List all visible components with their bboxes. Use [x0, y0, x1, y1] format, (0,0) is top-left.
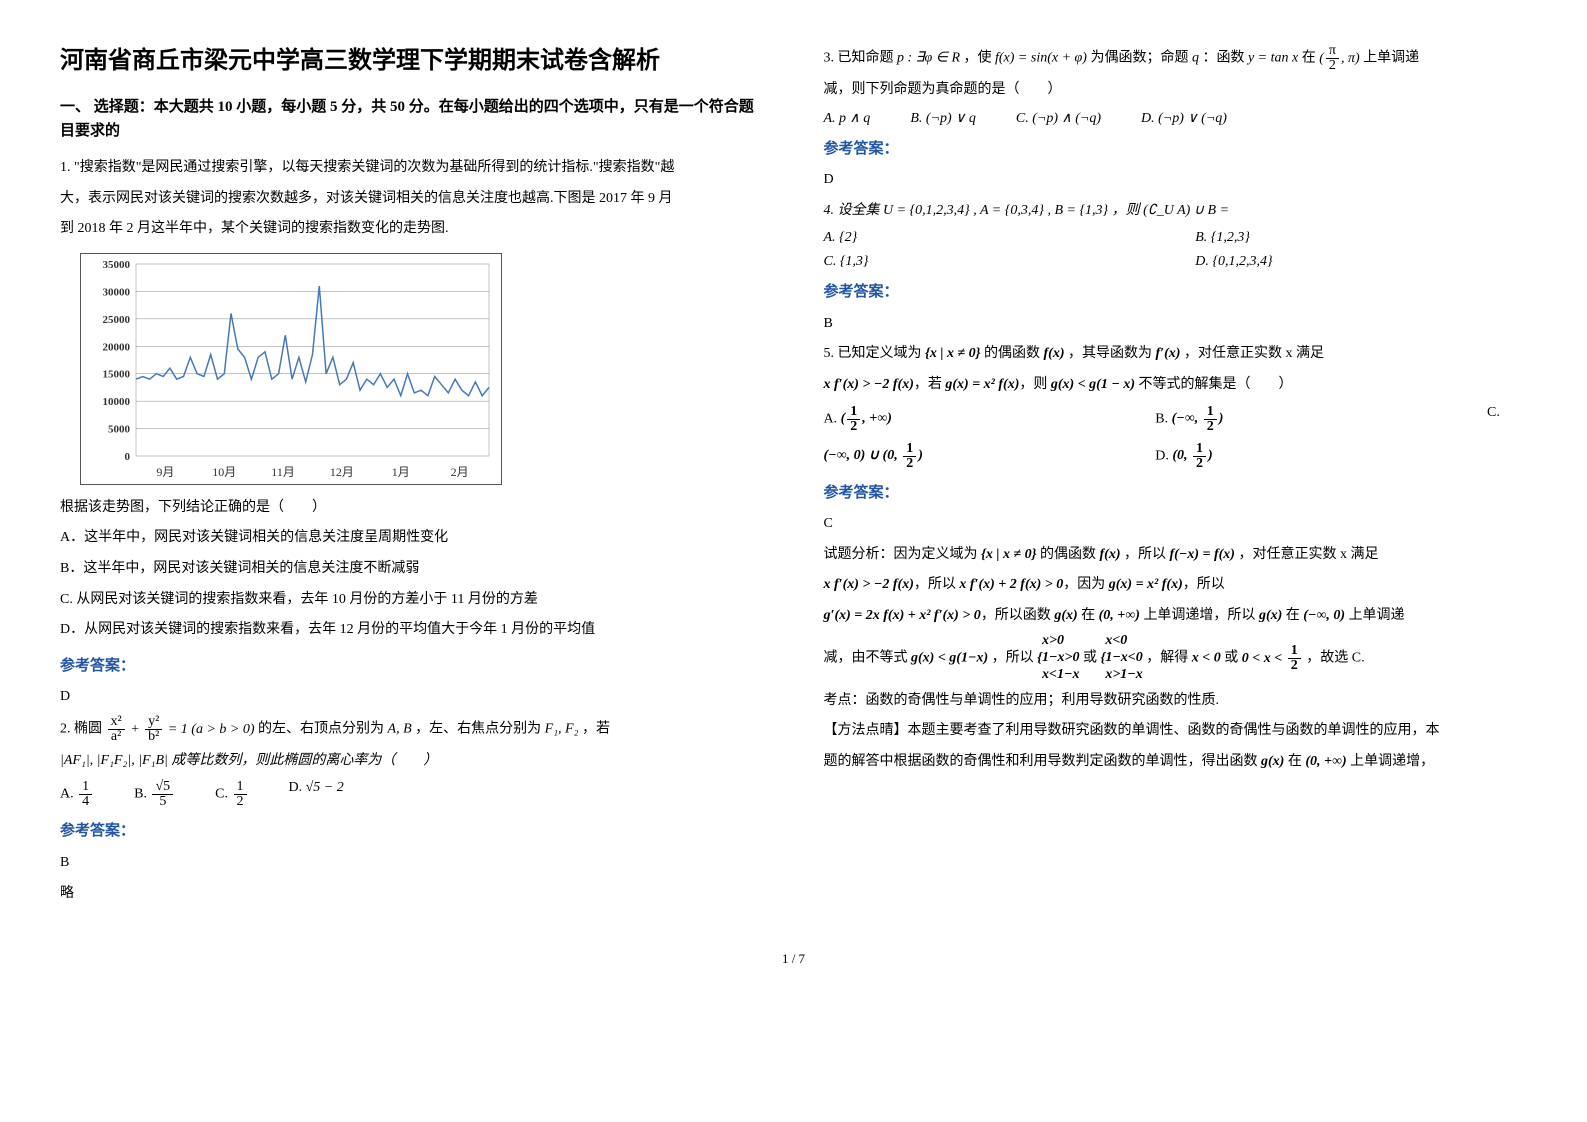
q1-optB: B．这半年中，网民对该关键词相关的信息关注度不断减弱 — [60, 556, 764, 583]
q1-answer-label: 参考答案： — [60, 652, 764, 681]
q5-answer-label: 参考答案： — [824, 479, 1528, 508]
q2-cond: |AF₁|, |F₁F₂|, |F₁B| 成等比数列，则此椭圆的离心率为（ ） — [60, 748, 764, 775]
q5-answer: C — [824, 511, 1528, 538]
svg-text:10月: 10月 — [212, 465, 236, 479]
q3-line2: 减，则下列命题为真命题的是（ ） — [824, 77, 1528, 104]
q1-answer: D — [60, 684, 764, 711]
q5-line1: 5. 已知定义域为 {x | x ≠ 0} 的偶函数 f(x) ，其导函数为 f… — [824, 341, 1528, 368]
svg-text:25000: 25000 — [103, 314, 131, 326]
svg-text:12月: 12月 — [330, 465, 354, 479]
section-heading: 一、 选择题：本大题共 10 小题，每小题 5 分，共 50 分。在每小题给出的… — [60, 95, 764, 143]
q1-post: 根据该走势图，下列结论正确的是（ ） — [60, 495, 764, 522]
q5-line2: x f′(x) > −2 f(x)，若 g(x) = x² f(x)，则 g(x… — [824, 372, 1528, 399]
q1-optA: A．这半年中，网民对该关键词相关的信息关注度呈周期性变化 — [60, 525, 764, 552]
q1-line1: 1. "搜索指数"是网民通过搜索引擎，以每天搜索关键词的次数为基础所得到的统计指… — [60, 155, 764, 182]
q1-optD: D．从网民对该关键词的搜索指数来看，去年 12 月份的平均值大于今年 1 月份的… — [60, 617, 764, 644]
q5-expl4: 减，由不等式 g(x) < g(1−x) ，所以 {x>01−x>0x<1−x … — [824, 633, 1528, 683]
q3-stem: 3. 已知命题 p : ∃φ ∈ R ，使 f(x) = sin(x + φ) … — [824, 44, 1528, 73]
q5-expl2: x f′(x) > −2 f(x)，所以 x f′(x) + 2 f(x) > … — [824, 572, 1528, 599]
svg-text:20000: 20000 — [103, 341, 131, 353]
q4-stem: 4. 设全集 U = {0,1,2,3,4} , A = {0,3,4} , B… — [824, 198, 1528, 225]
doc-title: 河南省商丘市梁元中学高三数学理下学期期末试卷含解析 — [60, 40, 764, 75]
q1-line2: 大，表示网民对该关键词的搜索次数越多，对该关键词相关的信息关注度也越高.下图是 … — [60, 186, 764, 213]
q5-expl1: 试题分析：因为定义域为 {x | x ≠ 0} 的偶函数 f(x) ，所以 f(… — [824, 542, 1528, 569]
q1-optC: C. 从网民对该关键词的搜索指数来看，去年 10 月份的方差小于 11 月份的方… — [60, 587, 764, 614]
q1-line3: 到 2018 年 2 月这半年中，某个关键词的搜索指数变化的走势图. — [60, 216, 764, 243]
q3-answer-label: 参考答案： — [824, 135, 1528, 164]
svg-text:10000: 10000 — [103, 396, 131, 408]
svg-text:5000: 5000 — [108, 423, 131, 435]
q3-options: A. p ∧ q B. (¬p) ∨ q C. (¬p) ∧ (¬q) D. (… — [824, 110, 1528, 127]
q2-note: 略 — [60, 881, 764, 908]
svg-text:30000: 30000 — [103, 286, 131, 298]
page-number: 1 / 7 — [60, 951, 1527, 967]
q3-answer: D — [824, 167, 1528, 194]
q5-kaodian: 考点：函数的奇偶性与单调性的应用；利用导数研究函数的性质. — [824, 688, 1528, 715]
q4-options: A. {2} B. {1,2,3} C. {1,3} D. {0,1,2,3,4… — [824, 230, 1528, 270]
q5-options: A. (12, +∞) B. (−∞, 12) C. (−∞, 0) ∪ (0,… — [824, 405, 1528, 471]
q4-answer-label: 参考答案： — [824, 278, 1528, 307]
svg-text:0: 0 — [125, 451, 131, 463]
q2-options: A. 14 B. √55 C. 12 D. √5 − 2 — [60, 780, 764, 809]
q2-answer: B — [60, 850, 764, 877]
right-column: 3. 已知命题 p : ∃φ ∈ R ，使 f(x) = sin(x + φ) … — [824, 40, 1528, 911]
svg-text:9月: 9月 — [156, 465, 174, 479]
q4-answer: B — [824, 311, 1528, 338]
search-index-chart: 35000 30000 25000 20000 15000 10000 5000 0 9月 10月… — [80, 253, 502, 485]
q2-answer-label: 参考答案： — [60, 817, 764, 846]
svg-text:15000: 15000 — [103, 368, 131, 380]
q5-method1: 【方法点晴】本题主要考查了利用导数研究函数的单调性、函数的奇偶性与函数的单调性的… — [824, 718, 1528, 745]
svg-text:11月: 11月 — [271, 465, 295, 479]
q2-stem: 2. 椭圆 x²a² + y²b² = 1 (a > b > 0) 的左、右顶点… — [60, 715, 764, 744]
svg-text:2月: 2月 — [451, 465, 469, 479]
svg-text:35000: 35000 — [103, 259, 131, 271]
svg-text:1月: 1月 — [392, 465, 410, 479]
left-column: 河南省商丘市梁元中学高三数学理下学期期末试卷含解析 一、 选择题：本大题共 10… — [60, 40, 764, 911]
q5-method2: 题的解答中根据函数的奇偶性和利用导数判定函数的单调性，得出函数 g(x) 在 (… — [824, 749, 1528, 776]
q5-expl3: g′(x) = 2x f(x) + x² f′(x) > 0，所以函数 g(x)… — [824, 603, 1528, 630]
